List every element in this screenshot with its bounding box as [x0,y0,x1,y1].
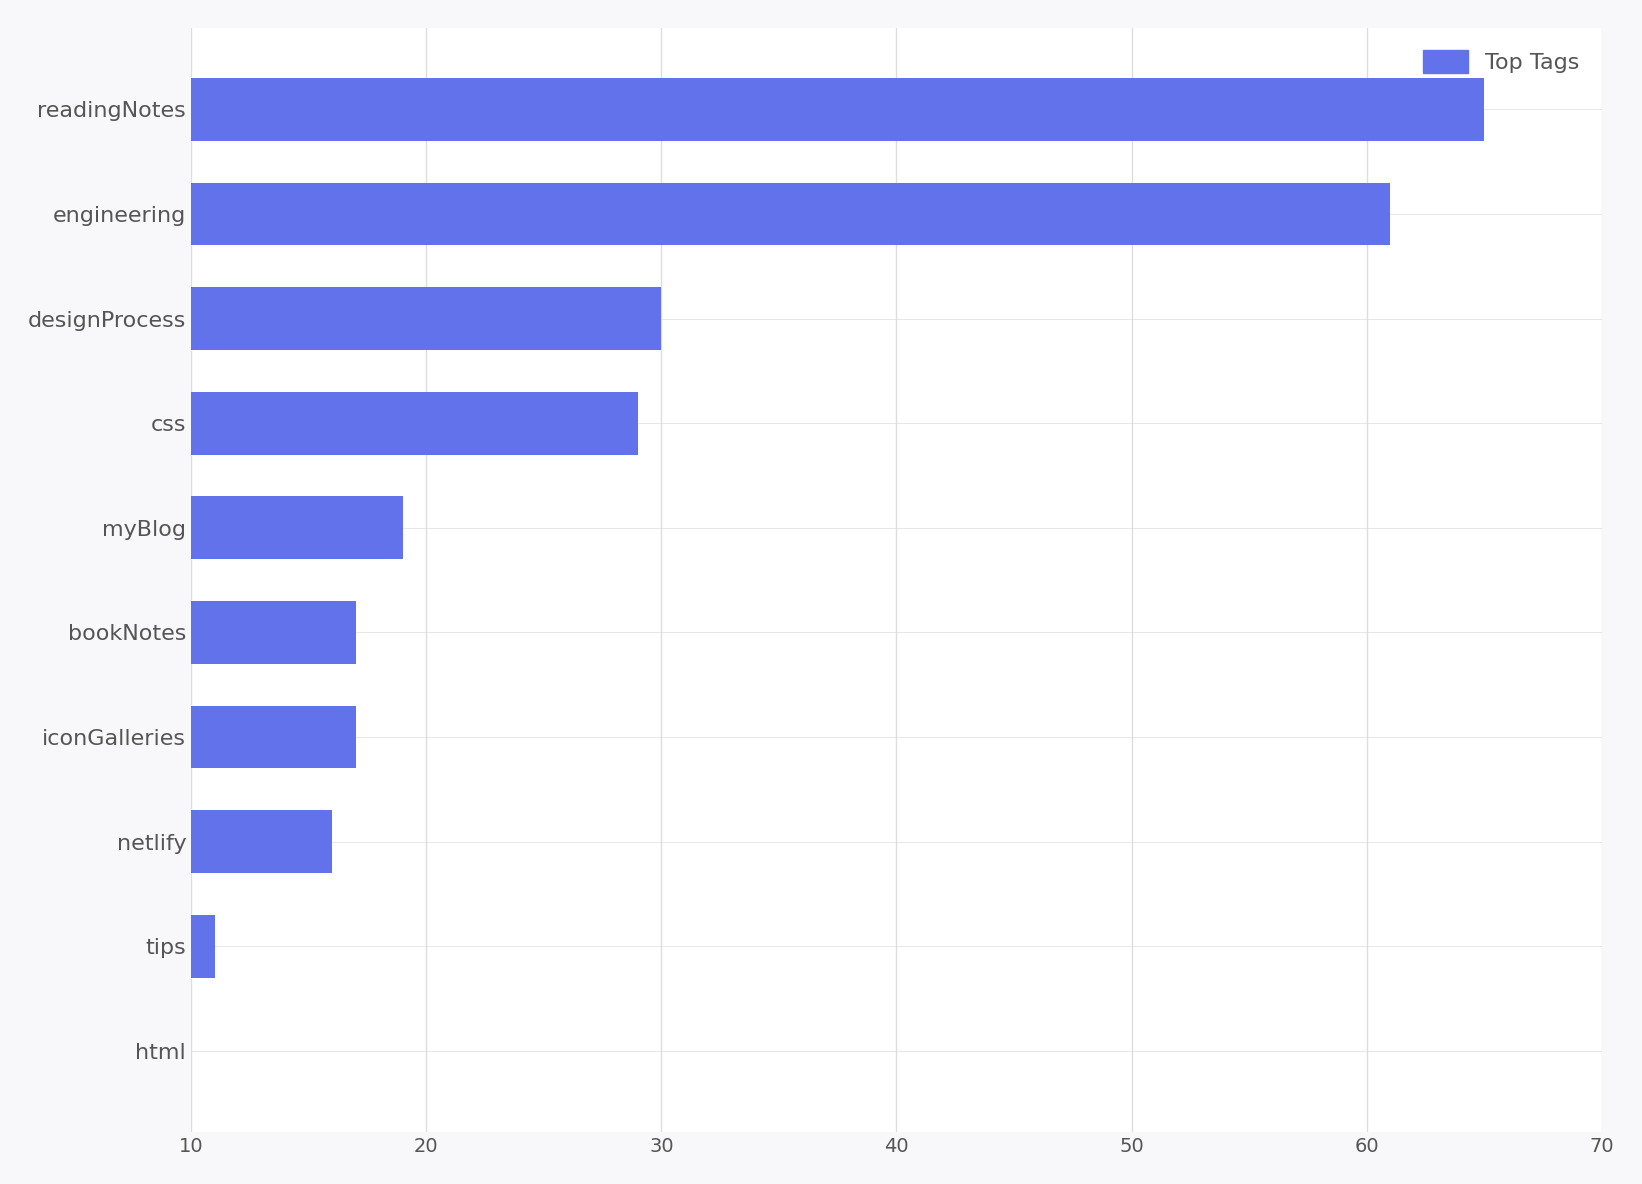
Bar [0,496,402,559]
Legend: Top Tags: Top Tags [1412,39,1591,84]
Bar [0,706,356,768]
Bar [0,392,637,455]
Bar [0,601,356,664]
Bar [0,288,662,350]
Bar [0,810,332,873]
Bar [0,1019,190,1082]
Bar [0,182,1391,245]
Bar [0,915,215,978]
Bar [0,78,1484,141]
